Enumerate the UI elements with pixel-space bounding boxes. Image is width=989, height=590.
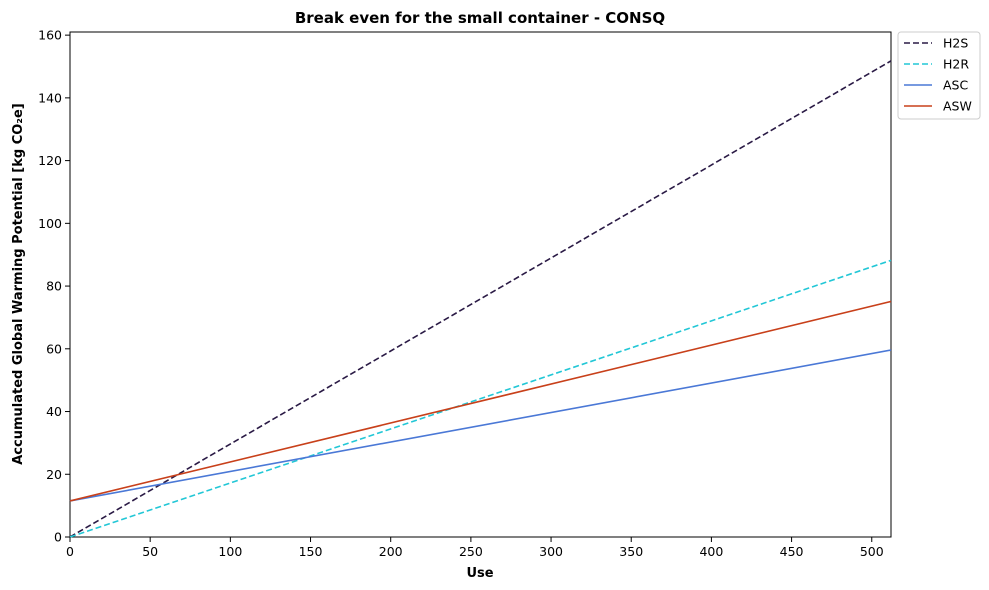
legend-label-h2r: H2R	[943, 57, 969, 72]
x-tick-label: 250	[459, 544, 483, 559]
x-tick-label: 50	[142, 544, 158, 559]
y-tick-label: 100	[38, 216, 62, 231]
y-tick-label: 120	[38, 153, 62, 168]
legend-label-asc: ASC	[943, 78, 968, 93]
y-tick-label: 80	[46, 279, 62, 294]
x-tick-label: 300	[539, 544, 563, 559]
y-tick-label: 140	[38, 90, 62, 105]
x-tick-label: 0	[66, 544, 74, 559]
series-layer	[69, 60, 892, 538]
plot-area	[69, 31, 892, 538]
y-tick-label: 20	[46, 467, 62, 482]
series-line-asw	[69, 300, 892, 502]
y-tick-label: 160	[38, 28, 62, 43]
x-tick-label: 350	[619, 544, 643, 559]
y-tick-label: 40	[46, 404, 62, 419]
y-tick-label: 0	[54, 530, 62, 545]
legend: H2S H2R ASC ASW	[897, 31, 981, 120]
y-tick-label: 60	[46, 341, 62, 356]
x-axis-label: Use	[466, 566, 493, 581]
series-line-h2r	[69, 259, 892, 538]
x-axis: 0 50 100 150 200 250 300 350 400 450 500	[66, 537, 884, 559]
series-line-h2s	[69, 60, 892, 538]
legend-frame	[897, 31, 981, 120]
series-line-asc	[69, 349, 892, 502]
x-tick-label: 100	[218, 544, 242, 559]
plot-frame	[69, 31, 892, 538]
y-axis: 0 20 40 60 80 100 120 140 160	[38, 28, 70, 545]
x-tick-label: 500	[860, 544, 884, 559]
legend-label-h2s: H2S	[943, 36, 968, 51]
chart-title: Break even for the small container - CON…	[295, 9, 665, 27]
x-tick-label: 200	[379, 544, 403, 559]
x-tick-label: 400	[699, 544, 723, 559]
x-tick-label: 450	[780, 544, 804, 559]
legend-label-asw: ASW	[943, 99, 972, 114]
y-axis-label: Accumulated Global Warming Potential [kg…	[11, 103, 26, 465]
x-tick-label: 150	[299, 544, 323, 559]
